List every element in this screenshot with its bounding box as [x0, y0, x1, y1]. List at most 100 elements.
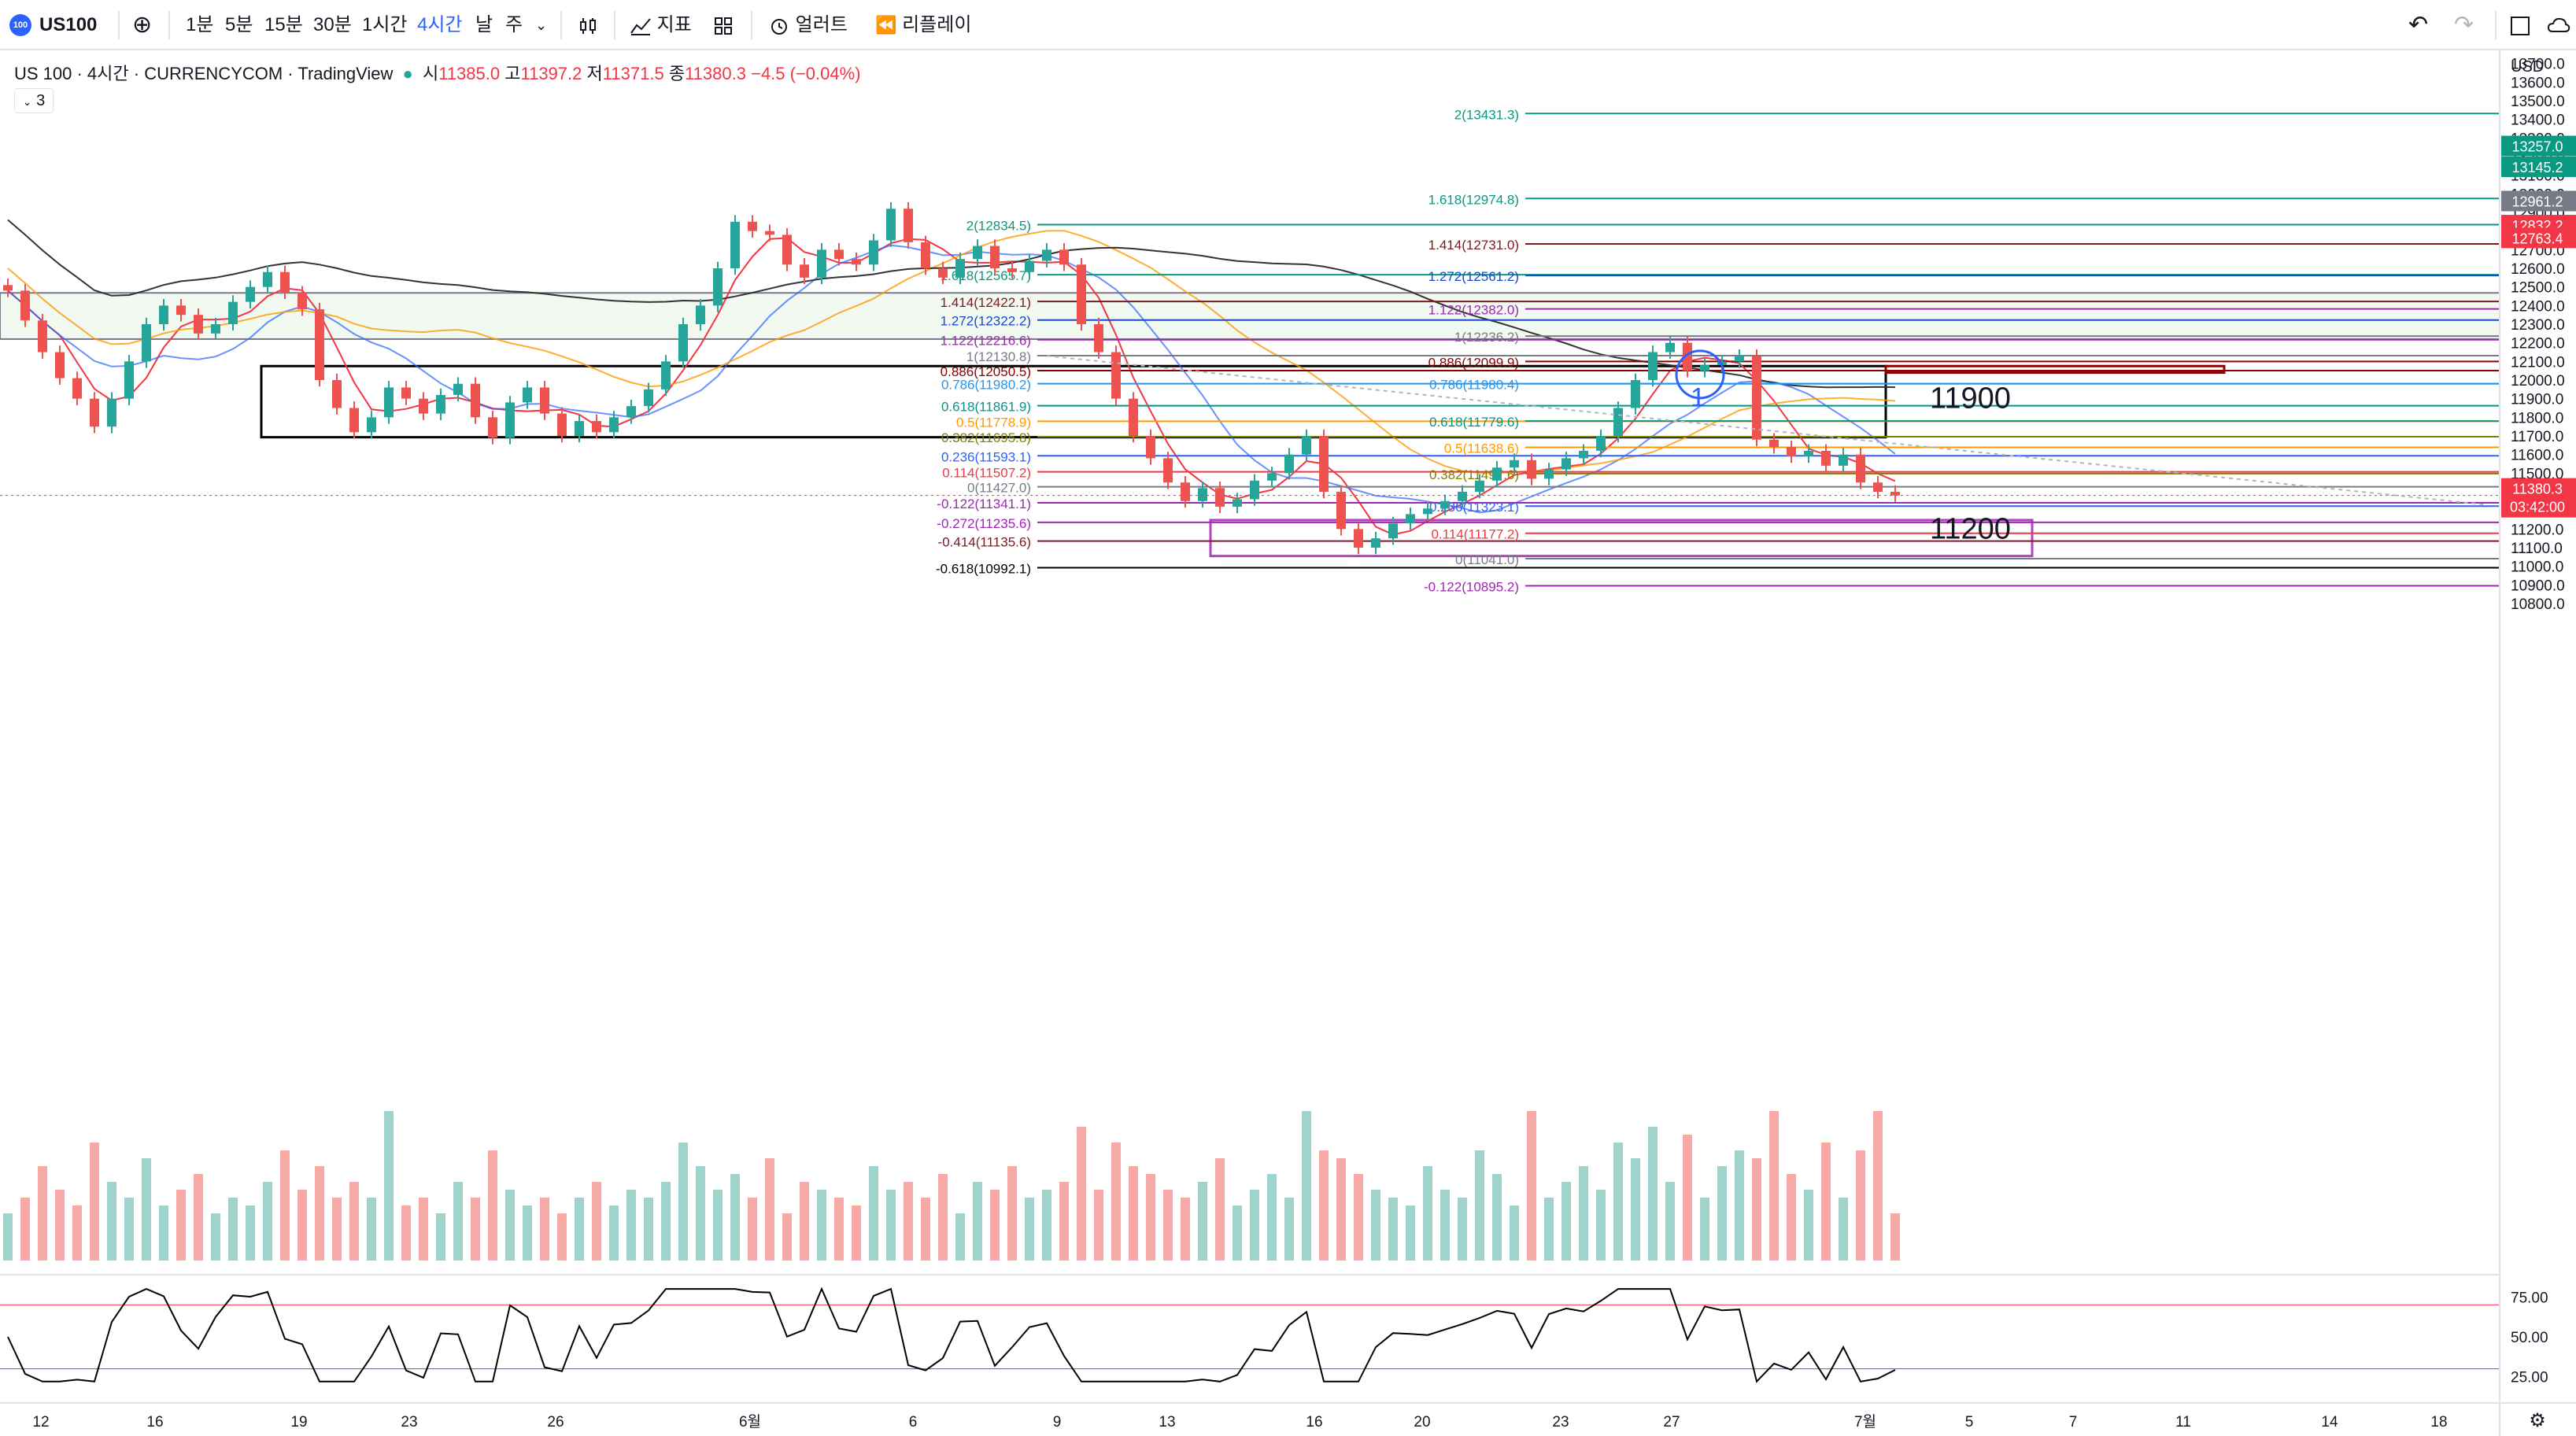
volume-bar: [1388, 1198, 1398, 1261]
candle-body: [1665, 342, 1675, 353]
candle-body: [401, 387, 411, 399]
time-axis[interactable]: 12 16 19 23 26 6월 6 9 13 16 20 23 27 7월 5 7 11 14 18 ⚙: [0, 1402, 2576, 1431]
volume-bar: [782, 1213, 792, 1261]
candle-body: [1406, 514, 1415, 524]
candle-body: [557, 413, 567, 436]
indicator-count: 3: [36, 92, 46, 109]
layouts-grid-icon[interactable]: [713, 0, 734, 50]
alarm-clock-icon: [768, 14, 790, 35]
toolbar-divider: [560, 11, 562, 39]
volume-bar: [904, 1182, 913, 1261]
price-axis[interactable]: 10800.010900.011000.011100.011200.011300…: [0, 50, 2576, 1436]
volume-bar: [263, 1182, 272, 1261]
fib-left-label: -0.414(11135.6): [938, 535, 1031, 550]
indicator-count-badge[interactable]: ⌄ 3: [14, 88, 54, 113]
low-value: 11371.5: [602, 64, 664, 83]
price-tick-label: 13600.0: [2511, 75, 2565, 91]
volume-bar: [20, 1198, 30, 1261]
candle-body: [1787, 447, 1796, 457]
fib-right-label: 0.786(11980.4): [1429, 378, 1519, 393]
interval-1h[interactable]: 1시간: [362, 14, 408, 35]
volume-bar: [194, 1174, 203, 1261]
candle-body: [1233, 499, 1242, 507]
candle-body: [1735, 356, 1744, 362]
price-tick-label: 12400.0: [2511, 298, 2565, 315]
price-chart[interactable]: 2(12834.5) 1.618(12565.7) 1.414(12422.1) 1.…: [0, 50, 2576, 1436]
volume-bar: [661, 1182, 671, 1261]
volume-bar: [1181, 1198, 1190, 1261]
time-tick-label: 7월: [1854, 1413, 1876, 1430]
interval-day[interactable]: 날: [475, 14, 493, 35]
volume-bar: [1215, 1158, 1225, 1261]
fib-left-label: -0.618(10992.1): [936, 562, 1031, 577]
interval-week[interactable]: 주: [505, 14, 523, 35]
currency-selector[interactable]: USD: [2511, 58, 2545, 76]
volume-bar: [332, 1198, 342, 1261]
redo-icon[interactable]: ↷: [2454, 12, 2474, 38]
fib-left-label: 1(12130.8): [966, 349, 1031, 364]
candle-body: [1873, 482, 1883, 492]
volume-bar: [1111, 1143, 1121, 1261]
candle-body: [142, 324, 151, 362]
time-tick-label: 12: [32, 1414, 49, 1430]
volume-bar: [298, 1190, 307, 1261]
symbol-title[interactable]: US 100 · 4시간 · CURRENCYCOM · TradingView: [14, 64, 394, 83]
symbol-search-button[interactable]: US100: [39, 14, 98, 35]
undo-icon[interactable]: ↶: [2408, 12, 2429, 38]
candle-body: [55, 352, 65, 378]
candle-body: [644, 389, 653, 407]
candle-body: [540, 387, 549, 414]
candle-body: [1094, 324, 1103, 353]
volume-bar: [1510, 1205, 1519, 1261]
close-value: 11380.3: [685, 64, 746, 83]
interval-15m[interactable]: 15분: [264, 14, 303, 35]
candle-body: [1163, 458, 1173, 483]
time-tick-label: 23: [1552, 1414, 1569, 1430]
candle-body: [869, 240, 878, 265]
volume-bar: [401, 1205, 411, 1261]
volume-bar: [280, 1150, 290, 1261]
rsi-tick-label: 25.00: [2511, 1370, 2548, 1386]
volume-bar: [626, 1190, 636, 1261]
volume-bar: [973, 1182, 982, 1261]
candle-body: [90, 398, 99, 427]
candle-body: [332, 380, 342, 408]
candle-body: [419, 398, 428, 414]
candlesticks[interactable]: [3, 201, 1900, 555]
candle-body: [124, 361, 134, 399]
last-price-badge: [2501, 478, 2576, 518]
candle-body: [367, 417, 376, 433]
alert-button[interactable]: 얼러트: [768, 0, 848, 50]
volume-bar: [1129, 1166, 1138, 1261]
volume-bar: [349, 1182, 359, 1261]
fullscreen-icon[interactable]: [2509, 0, 2531, 50]
candle-body: [349, 408, 359, 433]
interval-dropdown-chevron-icon[interactable]: ⌄: [535, 17, 548, 33]
candle-body: [159, 305, 168, 324]
volume-bar: [159, 1205, 168, 1261]
volume-bar: [315, 1166, 324, 1261]
interval-5m[interactable]: 5분: [225, 14, 253, 35]
interval-4h[interactable]: 4시간: [417, 14, 463, 35]
candle-body: [523, 387, 532, 403]
interval-1m[interactable]: 1분: [186, 14, 214, 35]
volume-bar: [1440, 1190, 1450, 1261]
fib-left-label: 1.618(12565.7): [941, 268, 1031, 283]
fib-left-label: 0(11427.0): [967, 481, 1031, 496]
candle-body: [1752, 356, 1761, 440]
chart-type-candles-icon[interactable]: [578, 0, 598, 50]
indicators-button[interactable]: 지표: [630, 0, 692, 50]
replay-button[interactable]: ⏪ 리플레이: [875, 0, 971, 50]
candle-body: [817, 249, 826, 278]
interval-30m[interactable]: 30분: [313, 14, 352, 35]
price-tick-label: 12500.0: [2511, 280, 2565, 297]
candle-body: [1475, 480, 1484, 492]
price-tick-label: 13500.0: [2511, 94, 2565, 110]
candle-body: [678, 324, 688, 362]
compare-add-icon[interactable]: ⊕: [132, 12, 153, 38]
snapshot-cloud-icon[interactable]: [2547, 0, 2570, 50]
price-tick-label: 10800.0: [2511, 596, 2565, 613]
candle-body: [1354, 529, 1363, 548]
candle-body: [1250, 480, 1259, 500]
candle-body: [20, 290, 30, 321]
